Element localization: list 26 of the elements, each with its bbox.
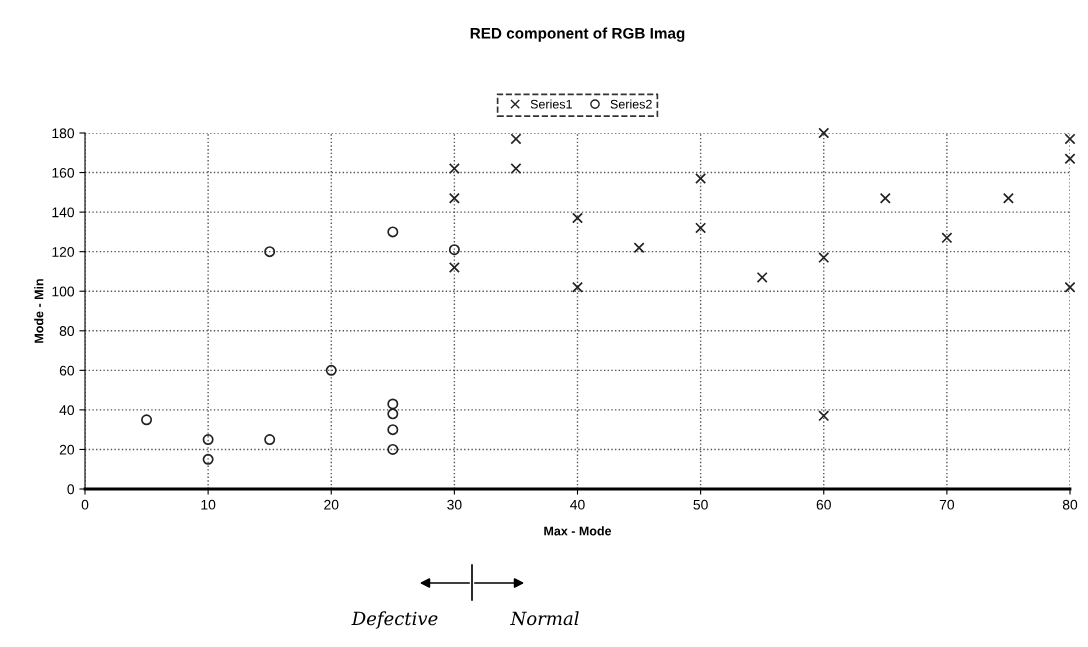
y-tick-label: 160 xyxy=(52,167,75,178)
x-axis-title: Max - Mode xyxy=(544,526,612,536)
chart-title: RED component of RGB Imag xyxy=(470,27,685,42)
y-tick-label: 60 xyxy=(59,365,75,376)
text: Normal xyxy=(510,611,579,626)
y-tick-label: 80 xyxy=(59,326,75,336)
y-tick-label: 100 xyxy=(52,286,75,297)
x-tick-label: 70 xyxy=(939,499,955,510)
y-tick-label: 180 xyxy=(52,128,75,139)
x-tick-label: 30 xyxy=(447,499,462,510)
x-tick-label: 60 xyxy=(816,499,831,510)
y-tick-label: 140 xyxy=(52,207,75,218)
y-axis-title: Mode - Min xyxy=(34,279,44,343)
y-tick-label: 120 xyxy=(52,247,75,257)
y-tick-label: 20 xyxy=(59,444,75,455)
x-tick-label: 10 xyxy=(201,499,216,510)
text: Defective xyxy=(351,611,438,629)
legend-label: Series2 xyxy=(610,99,652,109)
y-tick-label: 40 xyxy=(59,405,75,416)
x-tick-label: 0 xyxy=(81,499,89,510)
y-tick-label: 0 xyxy=(67,484,75,495)
x-tick-label: 50 xyxy=(693,499,708,510)
x-tick-label: 20 xyxy=(324,499,339,510)
x-tick-label: 40 xyxy=(570,499,585,510)
x-tick-label: 80 xyxy=(1062,499,1078,510)
legend-label: Series1 xyxy=(530,99,572,109)
